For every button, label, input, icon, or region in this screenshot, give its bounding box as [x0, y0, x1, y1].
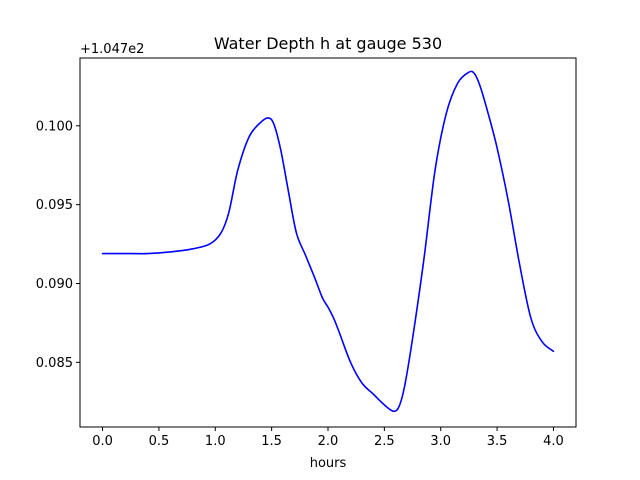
x-tick-label: 2.0 — [318, 434, 339, 449]
y-tick-label: 0.085 — [36, 356, 73, 371]
y-tick-label: 0.100 — [36, 119, 73, 134]
plot-frame — [79, 57, 577, 428]
y-tick-label: 0.090 — [36, 277, 73, 292]
x-tick-label: 0.0 — [92, 434, 113, 449]
x-axis-ticks: 0.0 0.5 1.0 1.5 2.0 2.5 3.0 3.5 4.0 — [92, 427, 564, 449]
y-tick-label: 0.095 — [36, 198, 73, 213]
x-tick-label: 2.5 — [374, 434, 395, 449]
chart-title: Water Depth h at gauge 530 — [214, 34, 442, 53]
y-axis-ticks: 0.085 0.090 0.095 0.100 — [36, 119, 80, 371]
x-tick-label: 1.5 — [261, 434, 282, 449]
series-line-0 — [101, 70, 555, 413]
x-tick-label: 3.0 — [430, 434, 451, 449]
series-line-group — [101, 70, 555, 413]
x-tick-label: 3.5 — [487, 434, 508, 449]
x-tick-label: 4.0 — [543, 434, 564, 449]
x-tick-label: 1.0 — [205, 434, 226, 449]
x-axis-label: hours — [310, 456, 347, 471]
y-offset-text: +1.047e2 — [80, 42, 144, 57]
x-tick-label: 0.5 — [149, 434, 170, 449]
